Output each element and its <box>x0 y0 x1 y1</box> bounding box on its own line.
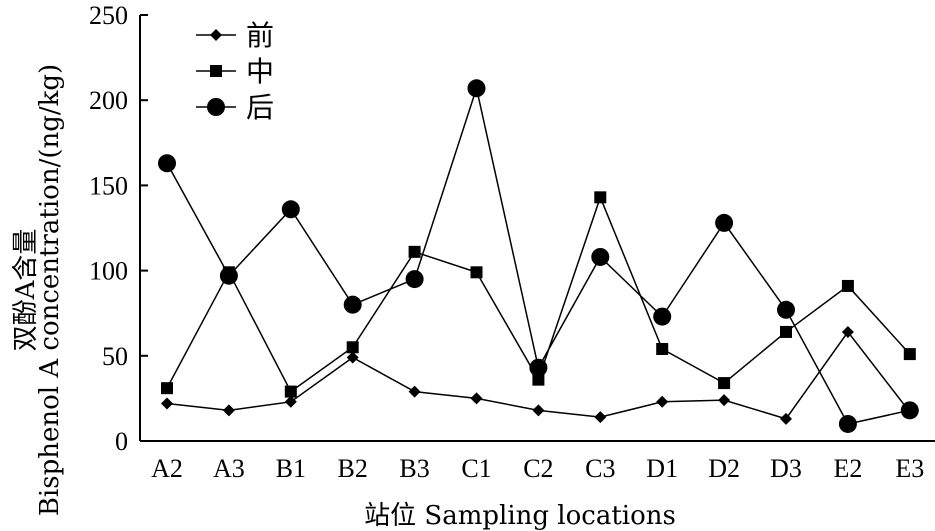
data-point-diamond <box>780 412 792 425</box>
data-point-circle <box>777 300 795 319</box>
series-diamond <box>161 325 916 425</box>
x-tick-label: B1 <box>276 454 306 483</box>
data-point-circle <box>838 414 857 433</box>
data-point-diamond <box>222 404 235 417</box>
y-axis-title-en-group: Bisphenol A concentration/(ng/kg) <box>35 64 65 516</box>
data-point-circle <box>343 295 362 314</box>
data-point-circle <box>158 154 176 173</box>
legend-marker-square <box>210 65 222 77</box>
y-tick-label: 0 <box>115 427 128 456</box>
data-point-diamond <box>656 395 669 408</box>
data-point-square <box>161 382 173 395</box>
x-tick-label: D2 <box>708 454 740 483</box>
y-axis-title-group: 双酚A含量 <box>11 229 41 352</box>
data-point-diamond <box>161 397 173 410</box>
y-tick-label: 250 <box>89 1 128 30</box>
legend-item: 中 <box>196 55 274 88</box>
x-tick-label: A3 <box>213 454 245 483</box>
y-tick-labels: 0 50 100 150 200 250 <box>89 1 128 456</box>
x-tick-label: E3 <box>895 454 924 483</box>
data-point-circle <box>653 307 672 326</box>
chart-legend: 前中后 <box>196 19 274 124</box>
data-point-square <box>718 377 731 390</box>
data-point-circle <box>900 401 919 420</box>
legend-item: 后 <box>196 91 274 124</box>
x-tick-label: B3 <box>399 454 429 483</box>
data-point-square <box>903 348 916 361</box>
y-tick-label: 50 <box>102 342 128 371</box>
x-tick-label: D1 <box>646 454 678 483</box>
legend-label: 后 <box>246 91 274 124</box>
x-axis-title: 站位 Sampling locations <box>364 501 676 531</box>
data-point-diamond <box>346 351 359 364</box>
legend-marker-diamond <box>210 29 222 41</box>
data-point-square <box>346 341 359 354</box>
y-tick-label: 100 <box>89 257 128 286</box>
data-point-square <box>594 191 607 204</box>
x-tick-label: A2 <box>151 454 183 483</box>
data-point-square <box>841 279 854 292</box>
data-point-diamond <box>470 392 483 405</box>
series-square <box>161 191 916 398</box>
legend-label: 中 <box>246 55 274 88</box>
data-point-circle <box>219 266 238 285</box>
x-tick-label: C2 <box>523 454 553 483</box>
data-point-circle <box>281 200 300 219</box>
data-point-circle <box>467 79 486 98</box>
legend-marker-circle <box>207 98 225 116</box>
data-point-circle <box>405 270 424 289</box>
series-layer <box>158 79 919 433</box>
data-point-square <box>408 245 421 258</box>
x-tick-label: C3 <box>585 454 615 483</box>
y-axis-title-cn: 双酚A含量 <box>11 229 41 352</box>
y-axis-title-en: Bisphenol A concentration/(ng/kg) <box>35 64 65 516</box>
data-point-square <box>532 373 545 386</box>
x-tick-label: C1 <box>461 454 491 483</box>
x-tick-labels: A2 A3 B1 B2 B3 C1 C2 C3 D1 D2 D3 E2 E3 <box>151 454 924 483</box>
data-point-diamond <box>284 395 297 408</box>
data-point-diamond <box>718 394 731 407</box>
data-point-diamond <box>408 385 421 398</box>
data-point-circle <box>715 213 734 232</box>
series-circle <box>158 79 919 433</box>
x-tick-label: B2 <box>338 454 368 483</box>
y-tick-label: 200 <box>89 86 128 115</box>
data-point-diamond <box>532 404 545 417</box>
x-tick-label: D3 <box>770 454 802 483</box>
data-point-diamond <box>841 325 854 338</box>
data-point-square <box>284 385 297 398</box>
data-point-circle <box>591 247 610 266</box>
legend-item: 前 <box>196 19 274 52</box>
data-point-square <box>780 325 792 338</box>
x-tick-label: E2 <box>833 454 862 483</box>
chart-axes <box>139 14 935 442</box>
data-point-square <box>470 266 483 279</box>
data-point-diamond <box>594 411 607 424</box>
y-tick-label: 150 <box>89 171 128 200</box>
data-point-square <box>656 342 669 355</box>
data-point-circle <box>529 358 548 377</box>
legend-label: 前 <box>246 19 274 52</box>
